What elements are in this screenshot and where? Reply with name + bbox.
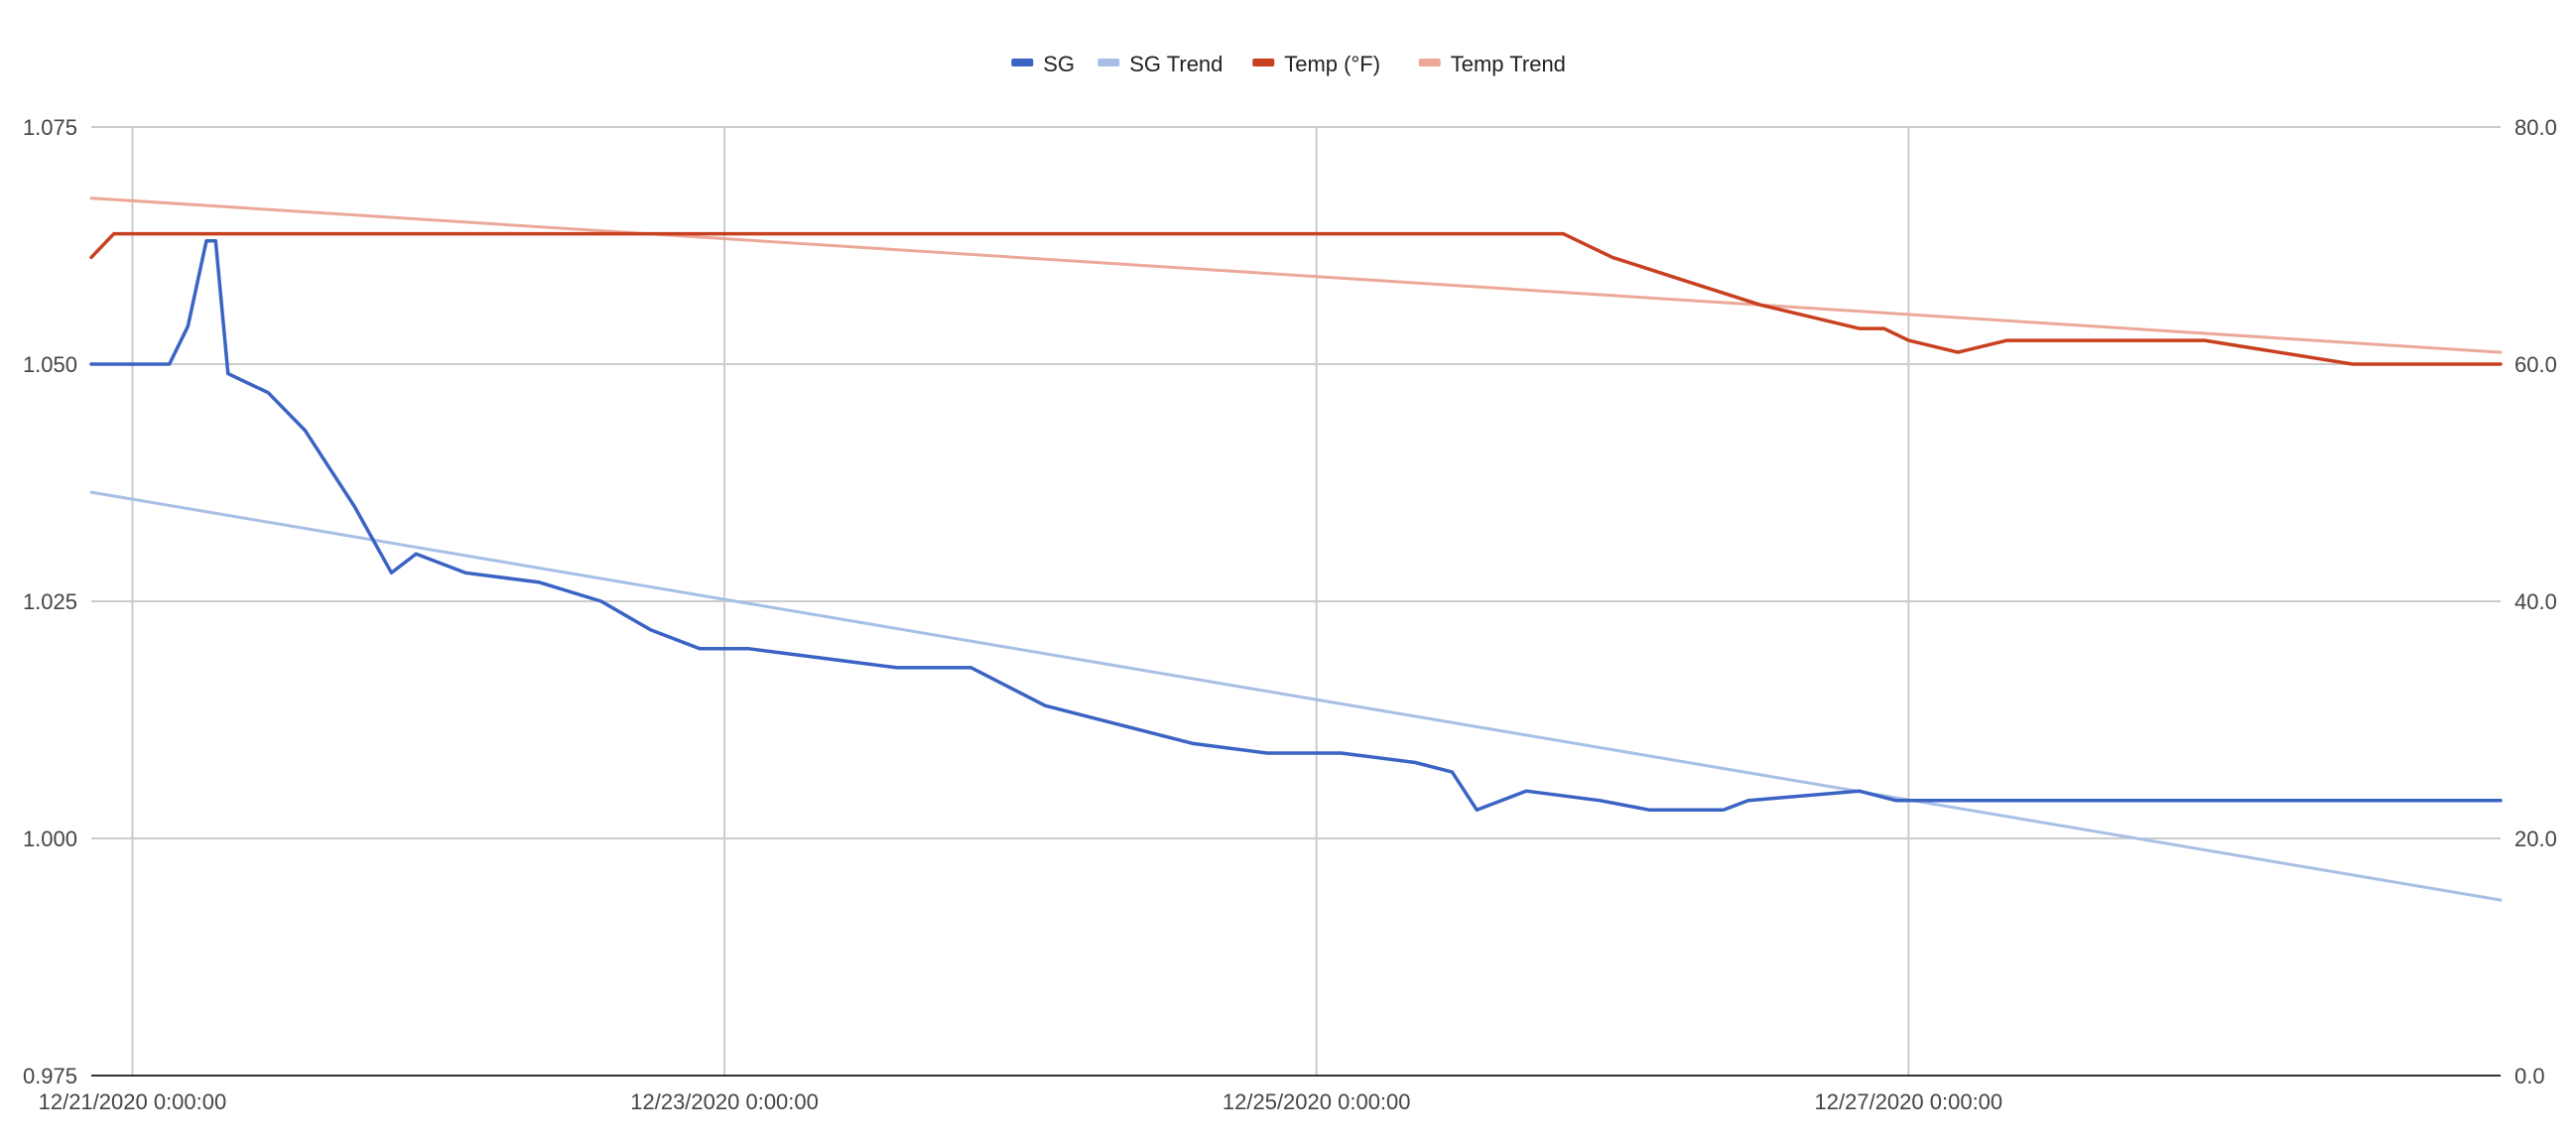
legend-label: Temp Trend [1451, 52, 1566, 76]
y-right-tick-label: 40.0 [2514, 589, 2557, 614]
series-line-sg [89, 238, 2503, 813]
y-left-tick-label: 1.000 [23, 827, 77, 851]
legend-swatch [1011, 59, 1034, 66]
legend-label: Temp (°F) [1284, 52, 1380, 76]
legend-swatch [1097, 59, 1120, 66]
y-right-tick-label: 60.0 [2514, 352, 2557, 377]
series-line-temp-f [89, 231, 2503, 366]
y-left-tick-label: 0.975 [23, 1064, 77, 1088]
series-line-temp-trend [89, 196, 2503, 354]
series-line-sg-trend [89, 490, 2503, 902]
x-tick-label: 12/27/2020 0:00:00 [1815, 1089, 2003, 1114]
legend-label: SG [1043, 52, 1075, 76]
y-right-tick-label: 20.0 [2514, 827, 2557, 851]
legend-swatch [1252, 59, 1275, 66]
y-right-tick-label: 0.0 [2514, 1064, 2545, 1088]
y-left-tick-label: 1.075 [23, 115, 77, 140]
legend-label: SG Trend [1129, 52, 1223, 76]
y-left-tick-label: 1.050 [23, 352, 77, 377]
x-tick-label: 12/23/2020 0:00:00 [630, 1089, 819, 1114]
legend-swatch [1418, 59, 1441, 66]
x-tick-label: 12/21/2020 0:00:00 [39, 1089, 227, 1114]
x-tick-label: 12/25/2020 0:00:00 [1223, 1089, 1411, 1114]
y-left-tick-label: 1.025 [23, 589, 77, 614]
y-right-tick-label: 80.0 [2514, 115, 2557, 140]
